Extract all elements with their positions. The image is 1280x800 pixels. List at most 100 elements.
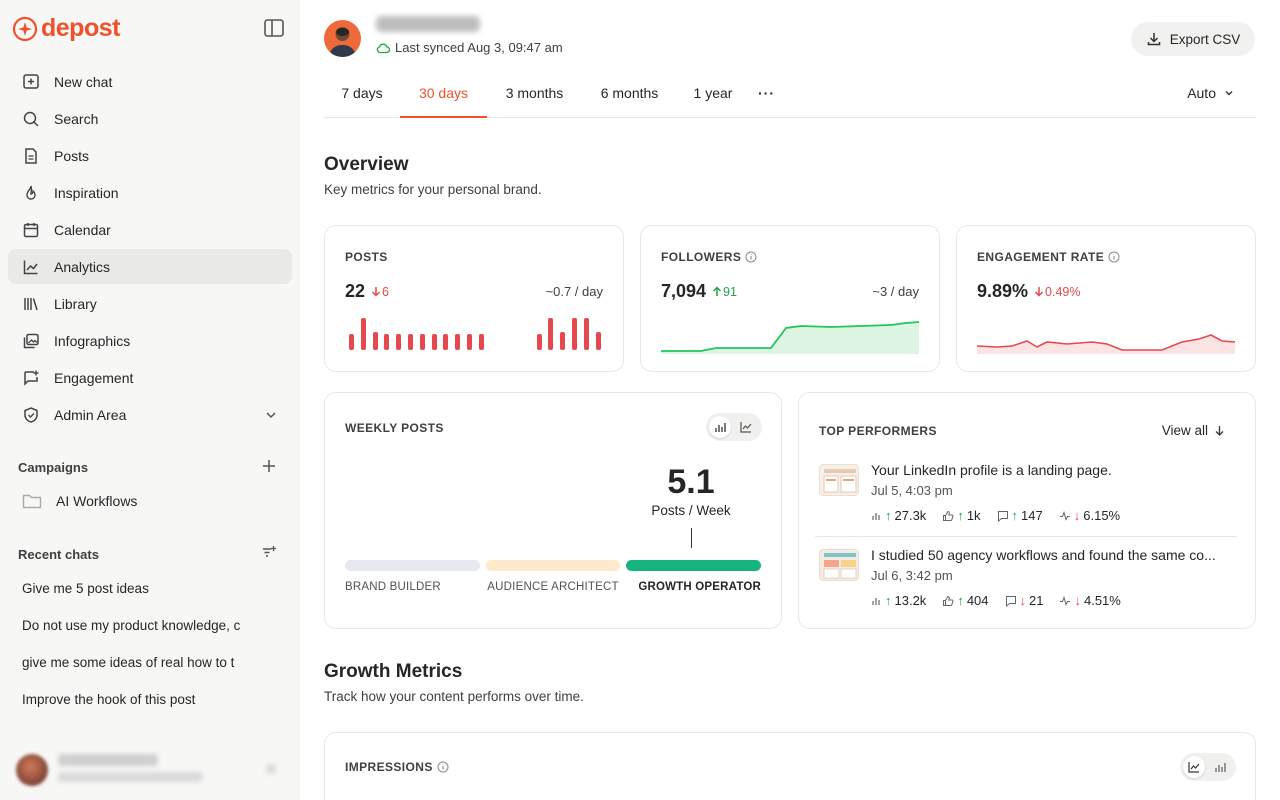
nav-item-label: New chat bbox=[54, 73, 113, 90]
tab-6-months[interactable]: 6 months bbox=[600, 85, 659, 101]
nav-item-engagement[interactable]: Engagement bbox=[8, 360, 292, 395]
add-campaign-icon[interactable] bbox=[262, 459, 276, 473]
campaign-folder[interactable]: AI Workflows bbox=[22, 492, 137, 510]
nav-item-analytics[interactable]: Analytics bbox=[8, 249, 292, 284]
recent-chat-item[interactable]: give me some ideas of real how to t bbox=[22, 655, 235, 670]
person-photo-icon bbox=[329, 27, 356, 57]
top-performer-item[interactable]: I studied 50 agency workflows and found … bbox=[819, 547, 1237, 613]
posts-card: POSTS 22 6 ~0.7 / day bbox=[324, 225, 624, 372]
info-icon[interactable] bbox=[745, 251, 757, 263]
nav-item-infographics[interactable]: Infographics bbox=[8, 323, 292, 358]
arrow-up-icon: ↑ bbox=[957, 508, 964, 523]
info-icon[interactable] bbox=[1108, 251, 1120, 263]
bar-chart-toggle[interactable] bbox=[1209, 756, 1231, 778]
document-icon bbox=[25, 147, 37, 164]
nav-item-admin-area[interactable]: Admin Area bbox=[8, 397, 292, 432]
folder-icon bbox=[22, 494, 42, 509]
tab-3-months[interactable]: 3 months bbox=[505, 85, 564, 101]
nav-item-new-chat[interactable]: New chat bbox=[8, 64, 292, 99]
engagement-delta: 0.49% bbox=[1034, 285, 1081, 299]
bar-chart-icon bbox=[872, 513, 880, 520]
audience-architect-label: AUDIENCE ARCHITECT bbox=[487, 581, 619, 593]
recent-chats-list: Give me 5 post ideas Do not use my produ… bbox=[22, 578, 244, 726]
view-all-label: View all bbox=[1161, 423, 1208, 438]
arrow-down-icon: ↓ bbox=[1074, 593, 1081, 608]
post-title: I studied 50 agency workflows and found … bbox=[871, 547, 1216, 563]
posts-day-bar bbox=[361, 318, 366, 350]
post-date: Jul 5, 4:03 pm bbox=[871, 483, 953, 498]
top-performer-item[interactable]: Your LinkedIn profile is a landing page.… bbox=[819, 462, 1237, 528]
nav-item-inspiration[interactable]: Inspiration bbox=[8, 175, 292, 210]
followers-delta-value: 91 bbox=[723, 284, 737, 299]
sidebar-toggle-icon[interactable] bbox=[263, 18, 285, 38]
impressions-stat: ↑ 13.2k bbox=[871, 593, 926, 608]
comments-value: 147 bbox=[1021, 508, 1043, 523]
growth-metrics-title: Growth Metrics bbox=[324, 661, 463, 682]
comment-icon bbox=[1005, 595, 1016, 607]
thumbs-up-icon bbox=[943, 595, 954, 606]
line-chart-toggle[interactable] bbox=[735, 416, 757, 438]
line-chart-toggle[interactable] bbox=[1183, 756, 1205, 778]
message-plus-icon bbox=[24, 370, 39, 386]
impressions-chart-toggle bbox=[1180, 753, 1236, 781]
sidebar: depost New chat Search Posts Inspiration… bbox=[0, 0, 300, 800]
logo-text: depost bbox=[41, 14, 120, 42]
nav-item-search[interactable]: Search bbox=[8, 101, 292, 136]
posts-day-bar bbox=[384, 334, 389, 350]
posts-value: 22 bbox=[345, 281, 366, 301]
nav-item-library[interactable]: Library bbox=[8, 286, 292, 321]
posts-day-bar bbox=[572, 318, 577, 350]
sync-text: Last synced Aug 3, 09:47 am bbox=[395, 40, 563, 55]
logo-icon bbox=[12, 16, 38, 41]
posts-day-bar bbox=[408, 334, 413, 350]
impressions-card: IMPRESSIONS bbox=[324, 732, 1256, 800]
posts-per-day: ~0.7 / day bbox=[545, 284, 603, 299]
weekly-posts-label: WEEKLY POSTS bbox=[345, 421, 444, 435]
weekly-posts-unit: Posts / Week bbox=[651, 503, 731, 518]
line-chart-icon bbox=[1188, 762, 1200, 773]
overview-subtitle: Key metrics for your personal brand. bbox=[324, 182, 542, 197]
user-profile-row[interactable] bbox=[16, 752, 286, 786]
granularity-select[interactable]: Auto bbox=[1187, 74, 1234, 112]
activity-icon bbox=[1059, 510, 1070, 521]
info-icon[interactable] bbox=[437, 761, 449, 773]
nav-item-posts[interactable]: Posts bbox=[8, 138, 292, 173]
bar-chart-toggle[interactable] bbox=[709, 416, 731, 438]
engagement-value: 4.51% bbox=[1083, 593, 1121, 608]
posts-day-bar bbox=[548, 318, 553, 350]
more-icon[interactable] bbox=[266, 764, 276, 774]
more-ranges-button[interactable]: ··· bbox=[758, 85, 775, 101]
followers-value-row: 7,094 91 bbox=[661, 281, 737, 302]
calendar-icon bbox=[23, 222, 39, 237]
cloud-check-icon bbox=[376, 43, 390, 53]
shield-icon bbox=[24, 406, 38, 423]
export-csv-button[interactable]: Export CSV bbox=[1131, 22, 1255, 56]
comments-stat: ↑ 147 bbox=[997, 508, 1043, 523]
tab-7-days[interactable]: 7 days bbox=[341, 85, 383, 101]
logo[interactable]: depost bbox=[12, 14, 120, 43]
image-gallery-icon bbox=[23, 333, 39, 348]
arrow-up-icon: ↑ bbox=[1011, 508, 1019, 523]
nav-item-label: Search bbox=[54, 110, 99, 127]
profile-name-blurred bbox=[376, 16, 480, 32]
tab-1-year[interactable]: 1 year bbox=[693, 85, 733, 101]
nav-item-label: Calendar bbox=[54, 221, 111, 238]
nav-item-calendar[interactable]: Calendar bbox=[8, 212, 292, 247]
recent-chat-item[interactable]: Improve the hook of this post bbox=[22, 692, 196, 707]
user-name-blurred bbox=[58, 754, 158, 766]
chevron-down-icon[interactable] bbox=[264, 408, 278, 422]
filter-add-icon[interactable] bbox=[262, 545, 276, 559]
user-email-blurred bbox=[58, 772, 203, 782]
engagement-card: ENGAGEMENT RATE 9.89% 0.49% bbox=[956, 225, 1256, 372]
view-all-link[interactable]: View all bbox=[1162, 423, 1225, 438]
recent-chat-item[interactable]: Give me 5 post ideas bbox=[22, 581, 149, 596]
posts-delta-value: 6 bbox=[382, 284, 389, 299]
recent-chat-item[interactable]: Do not use my product knowledge, c bbox=[22, 618, 241, 633]
followers-delta: 91 bbox=[712, 285, 737, 299]
main-content: Last synced Aug 3, 09:47 am Export CSV 7… bbox=[300, 0, 1280, 800]
posts-day-bar bbox=[467, 334, 472, 350]
tab-30-days[interactable]: 30 days bbox=[400, 74, 487, 118]
posts-value-row: 22 6 bbox=[345, 281, 389, 302]
main-nav: New chat Search Posts Inspiration Calend… bbox=[8, 64, 292, 434]
engagement-value: 9.89% bbox=[977, 281, 1029, 301]
